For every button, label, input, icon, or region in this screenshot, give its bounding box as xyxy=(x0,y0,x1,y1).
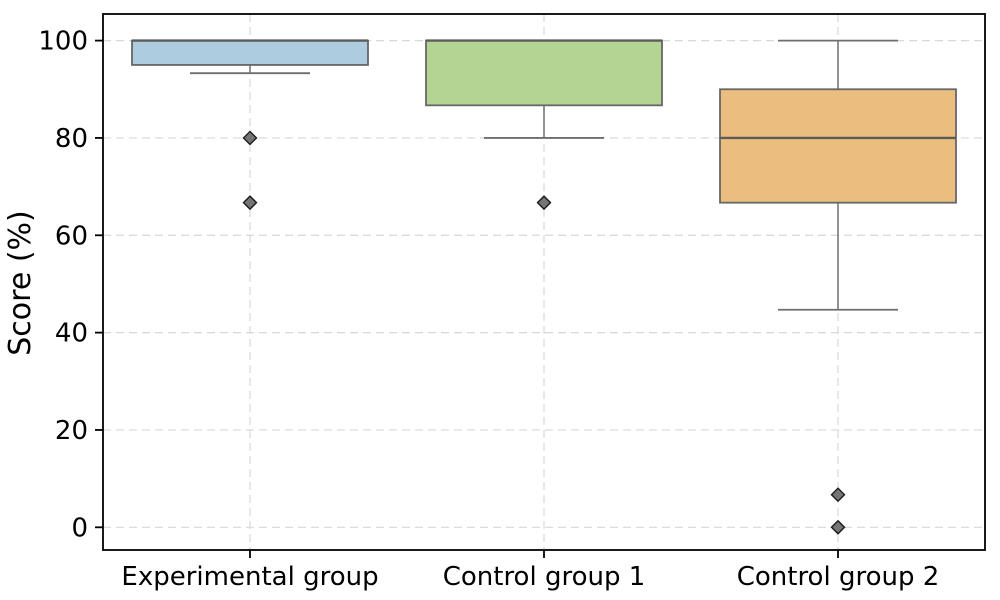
y-tick-label: 100 xyxy=(38,27,88,57)
box-group-control-group-1 xyxy=(425,39,663,211)
iqr-box xyxy=(425,39,663,107)
y-tick-label: 0 xyxy=(71,513,88,543)
y-tick-label: 80 xyxy=(55,124,88,154)
outlier-marker xyxy=(242,195,258,211)
x-tick-label-control-group-2: Control group 2 xyxy=(737,562,940,592)
y-tick-label: 60 xyxy=(55,221,88,251)
box-group-experimental-group xyxy=(131,39,369,211)
y-tick-label: 20 xyxy=(55,416,88,446)
outlier-marker xyxy=(830,519,846,535)
iqr-box xyxy=(131,39,369,66)
y-axis-label: Score (%) xyxy=(3,210,38,355)
y-tick-label: 40 xyxy=(55,319,88,349)
x-tick-label-control-group-1: Control group 1 xyxy=(443,562,646,592)
box-group-control-group-2 xyxy=(719,39,957,535)
iqr-box xyxy=(719,88,957,204)
outlier-marker xyxy=(830,487,846,503)
outlier-marker xyxy=(536,195,552,211)
outlier-marker xyxy=(242,130,258,146)
x-tick-label-experimental-group: Experimental group xyxy=(121,562,378,592)
